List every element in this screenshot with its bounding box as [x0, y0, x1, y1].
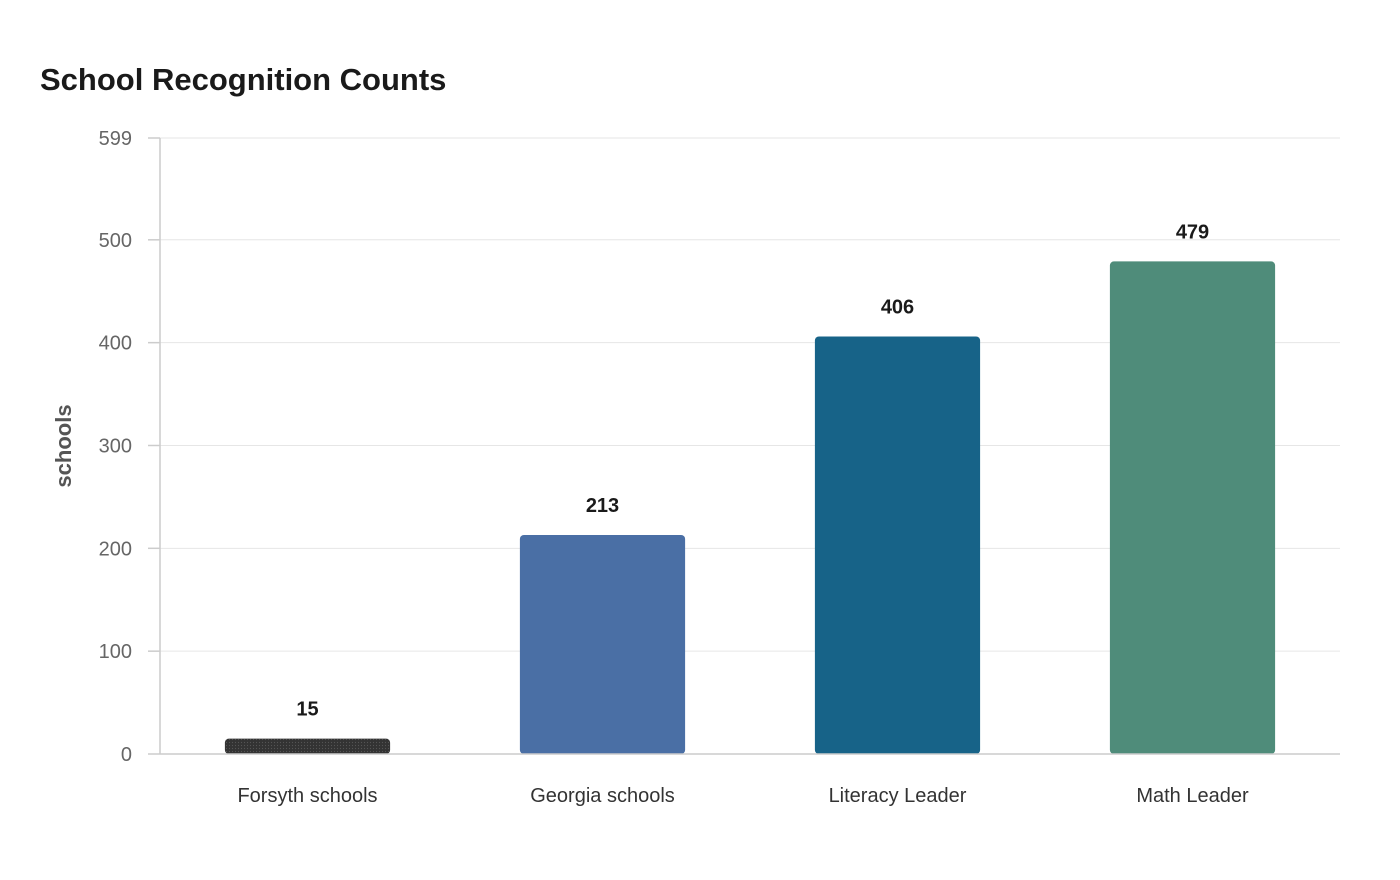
y-axis-label: schools [51, 404, 76, 487]
chart-title: School Recognition Counts [40, 62, 446, 97]
bar-literacy-leader [814, 336, 981, 754]
x-category-label: Literacy Leader [829, 785, 967, 807]
y-tick-label: 300 [99, 435, 132, 457]
value-labels: 15 213 406 479 [296, 221, 1209, 720]
bar-value-label: 406 [881, 296, 914, 318]
y-tick-label: 100 [99, 641, 132, 663]
bar-value-label: 479 [1176, 221, 1209, 243]
bar-value-label: 213 [586, 495, 619, 517]
y-tick-label: 500 [99, 230, 132, 252]
bars [224, 261, 1276, 754]
bar-forsyth-schools [224, 738, 391, 754]
x-category-label: Georgia schools [530, 785, 675, 807]
bar-value-label: 15 [296, 699, 318, 721]
y-tick-label: 0 [121, 744, 132, 766]
y-tick-label: 200 [99, 538, 132, 560]
x-category-label: Math Leader [1136, 785, 1249, 807]
bar-georgia-schools [519, 534, 686, 754]
x-category-label: Forsyth schools [237, 785, 377, 807]
category-labels: Forsyth schools Georgia schools Literacy L… [237, 785, 1249, 807]
y-tick-label: 599 [99, 128, 132, 150]
y-tick-label: 400 [99, 333, 132, 355]
bar-math-leader [1109, 261, 1276, 754]
y-axis-ticks: 0 100 200 300 400 500 599 [99, 128, 160, 766]
